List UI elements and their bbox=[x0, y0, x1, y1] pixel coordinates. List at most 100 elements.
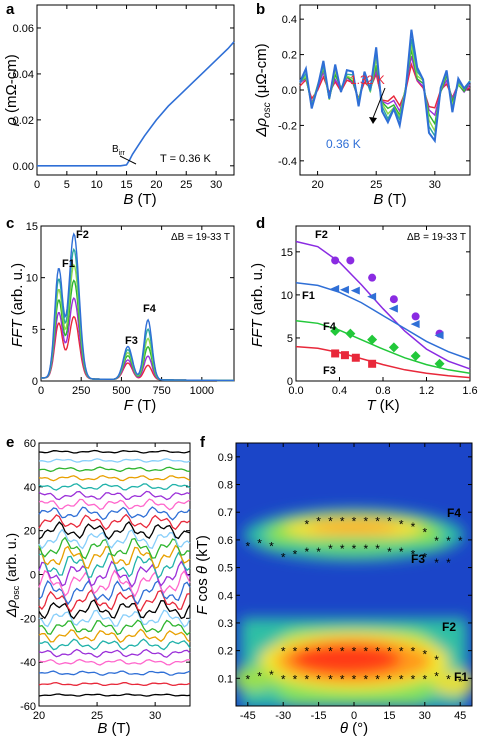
angle-series bbox=[38, 506, 191, 521]
e-ytick-label: -40 bbox=[20, 657, 36, 669]
data-lines-c bbox=[41, 232, 234, 382]
axes-frame-c bbox=[40, 225, 235, 382]
e-xtick-label: 30 bbox=[149, 710, 161, 722]
e-ytick-label: 60 bbox=[24, 438, 36, 450]
branch-marker-F1: * bbox=[387, 672, 392, 686]
series-label-F1: F1 bbox=[302, 290, 315, 302]
branch-marker-F4: * bbox=[328, 515, 333, 529]
marker-F1 bbox=[339, 285, 349, 294]
branch-marker-F1: * bbox=[257, 670, 262, 684]
panel-label-a: a bbox=[6, 1, 15, 18]
branch-marker-F2: * bbox=[363, 645, 368, 659]
branch-marker-F1: * bbox=[328, 672, 333, 686]
ylabel-b: Δρosc (μΩ-cm) bbox=[253, 43, 273, 137]
branch-marker-F3: * bbox=[328, 542, 333, 556]
branch-marker-F4: * bbox=[316, 515, 321, 529]
a-ytick-label: 0.04 bbox=[13, 69, 34, 81]
b-ytick-label: 0.4 bbox=[282, 14, 297, 26]
branch-marker-F2: * bbox=[411, 645, 416, 659]
xlabel-c: F (T) bbox=[124, 397, 157, 414]
panel-e: e 20 25 30 -60 -40 -20 0 20 40 60 B (T) Δρosc (ar… bbox=[3, 434, 191, 736]
angle-series bbox=[38, 579, 191, 606]
ylabel-d: FFT (arb. u.) bbox=[249, 263, 266, 347]
temperature-series bbox=[299, 38, 471, 138]
branch-marker-F1: * bbox=[281, 672, 286, 686]
angle-series bbox=[38, 681, 191, 687]
d-ytick-label: 10 bbox=[281, 290, 293, 302]
angle-series bbox=[38, 628, 191, 644]
branch-marker-F2: * bbox=[422, 647, 427, 661]
branch-marker-F1: * bbox=[458, 675, 463, 689]
branch-marker-F3: * bbox=[257, 537, 262, 551]
fit-curve-F3 bbox=[295, 345, 471, 379]
temperature-series bbox=[299, 55, 471, 117]
xlabel-b: B (T) bbox=[373, 191, 406, 208]
a-xtick-label: 15 bbox=[120, 179, 132, 191]
branch-marker-F2: * bbox=[304, 645, 309, 659]
branch-marker-F1: * bbox=[363, 672, 368, 686]
f-xtick-label: 30 bbox=[419, 710, 431, 722]
b-xtick-label: 30 bbox=[429, 179, 441, 191]
marker-F1 bbox=[367, 292, 377, 301]
b-ytick-label: 0.0 bbox=[282, 85, 297, 97]
branch-marker-F3: * bbox=[422, 551, 427, 565]
panel-label-f: f bbox=[200, 434, 206, 451]
branch-marker-F1: * bbox=[269, 668, 274, 682]
e-ytick-label: -20 bbox=[20, 613, 36, 625]
temperature-series bbox=[299, 29, 471, 144]
angle-series bbox=[39, 638, 191, 651]
f-ytick-label: 0.9 bbox=[218, 452, 233, 464]
annotation-range-d: ΔB = 19-33 T bbox=[407, 232, 466, 243]
angle-series bbox=[38, 498, 191, 511]
a-xtick-label: 0 bbox=[34, 179, 40, 191]
c-xtick-label: 250 bbox=[72, 385, 90, 397]
d-ytick-label: 15 bbox=[281, 247, 293, 259]
a-xtick-label: 5 bbox=[64, 179, 70, 191]
branch-marker-F4: * bbox=[399, 517, 404, 531]
branch-label-F2: F2 bbox=[442, 620, 456, 634]
marker-F1 bbox=[330, 284, 340, 293]
branch-marker-F3: * bbox=[293, 548, 298, 562]
f-ytick-label: 0.3 bbox=[218, 618, 233, 630]
angle-series bbox=[38, 658, 190, 666]
branch-marker-F3: * bbox=[387, 545, 392, 559]
b-ytick-label: -0.4 bbox=[278, 156, 297, 168]
fft-series bbox=[41, 232, 234, 382]
branch-marker-F3: * bbox=[434, 556, 439, 570]
e-xtick-label: 25 bbox=[91, 710, 103, 722]
fit-curve-F1 bbox=[295, 282, 471, 361]
b-xtick-label: 20 bbox=[311, 179, 323, 191]
branch-marker-F3: * bbox=[363, 542, 368, 556]
marker-F4 bbox=[345, 328, 356, 339]
branch-marker-F4: * bbox=[458, 534, 463, 548]
a-ytick-label: 0.00 bbox=[13, 161, 34, 173]
marker-F4 bbox=[330, 326, 341, 337]
c-xtick-label: 1000 bbox=[190, 385, 214, 397]
angle-series bbox=[38, 670, 191, 676]
marker-F4 bbox=[410, 351, 421, 362]
angle-series bbox=[38, 521, 191, 540]
f-ytick-label: 0.2 bbox=[218, 646, 233, 658]
d-ytick-label: 5 bbox=[287, 333, 293, 345]
f-ytick-label: 0.7 bbox=[218, 507, 233, 519]
panel-label-c: c bbox=[6, 215, 14, 232]
branch-marker-F1: * bbox=[434, 670, 439, 684]
marker-F2 bbox=[411, 312, 420, 321]
marker-F3 bbox=[351, 353, 360, 362]
branch-marker-F4: * bbox=[422, 526, 427, 540]
f-xtick-label: 15 bbox=[383, 710, 395, 722]
panel-label-d: d bbox=[256, 215, 265, 232]
d-xtick-label: 1.6 bbox=[462, 385, 477, 397]
angle-series bbox=[38, 466, 191, 473]
fit-curves-d bbox=[295, 240, 471, 379]
annotation-cold-temp: 0.36 K bbox=[326, 137, 361, 151]
branch-marker-F3: * bbox=[411, 548, 416, 562]
marker-F2 bbox=[346, 256, 355, 265]
branch-marker-F4: * bbox=[340, 515, 345, 529]
branch-marker-F4: * bbox=[363, 515, 368, 529]
temperature-arrow bbox=[372, 87, 386, 119]
marker-F3 bbox=[368, 359, 377, 368]
peak-label-F1: F1 bbox=[62, 258, 75, 270]
branch-marker-F1: * bbox=[375, 672, 380, 686]
